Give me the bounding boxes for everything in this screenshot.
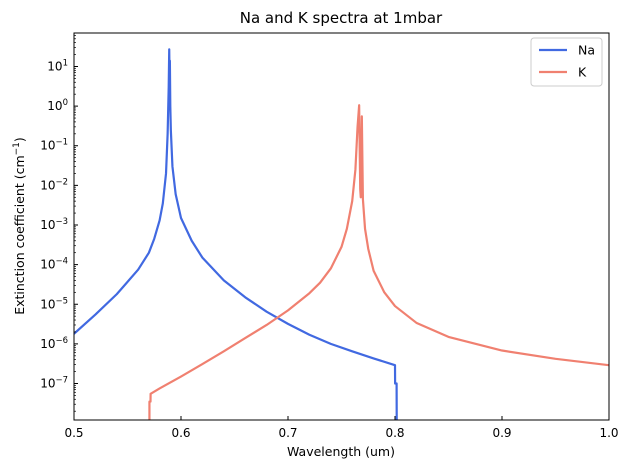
series-line-k (148, 104, 609, 420)
y-tick-label: 10−4 (40, 257, 68, 272)
y-tick-label: 10−2 (40, 177, 68, 192)
x-tick-label: 0.6 (171, 426, 190, 440)
y-tick-label: 101 (47, 58, 68, 73)
y-axis-label-main: Extinction coefficient (cm (12, 155, 27, 314)
plot-area (73, 32, 610, 421)
y-tick-label: 10−3 (40, 217, 68, 232)
x-axis: 0.5 0.6 0.7 0.8 0.9 1.0 (64, 416, 619, 440)
x-tick-label: 1.0 (599, 426, 618, 440)
y-axis-label-unit: −1 (12, 142, 22, 155)
legend-na-label: Na (578, 43, 595, 58)
series-line-na (74, 48, 398, 420)
y-tick-label: 10−1 (40, 138, 68, 153)
x-axis-label: Wavelength (um) (287, 444, 395, 459)
x-tick-label: 0.8 (385, 426, 404, 440)
legend-k-label: K (578, 65, 587, 80)
y-tick-label: 10−6 (40, 336, 68, 351)
y-tick-label: 10−5 (40, 296, 68, 311)
y-tick-label: 100 (47, 98, 68, 113)
y-axis: 10−7 10−6 10−5 10−4 10−3 10−2 10−1 100 101 (40, 32, 78, 412)
y-axis-label-close: ) (12, 137, 27, 142)
plot-frame (73, 32, 610, 421)
x-tick-label: 0.9 (492, 426, 511, 440)
series-layer (74, 48, 609, 420)
legend: Na K (530, 37, 603, 87)
x-tick-label: 0.5 (64, 426, 83, 440)
chart-title: Na and K spectra at 1mbar (240, 9, 443, 27)
x-tick-label: 0.7 (278, 426, 297, 440)
y-tick-label: 10−7 (40, 376, 68, 391)
y-axis-label: Extinction coefficient (cm−1) (12, 137, 27, 315)
